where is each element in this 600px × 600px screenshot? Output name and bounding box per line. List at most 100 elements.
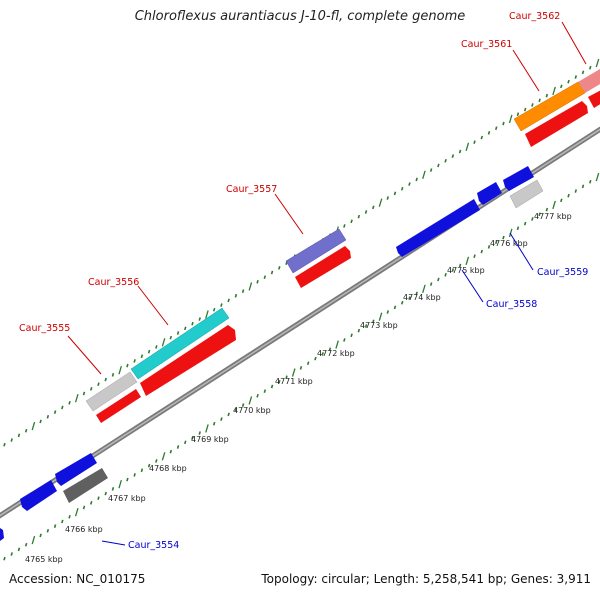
minor-tick [321,352,324,356]
scale-label-4774: 4774 kbp [403,293,441,302]
major-tick [118,480,122,489]
minor-tick [3,556,6,561]
gene-label-caur-3561[interactable]: Caur_3561 [461,39,512,50]
minor-tick [458,263,462,268]
map-title: Chloroflexus aurantiacus J-10-fl, comple… [134,9,466,24]
minor-tick [184,326,187,331]
minor-tick [68,514,71,519]
gene-caur-3562[interactable] [578,66,600,93]
gene-blue-arrow[interactable] [0,528,4,541]
gene-red-arrow[interactable] [588,88,600,108]
minor-tick [560,84,563,89]
gene-light-gray[interactable] [509,179,544,209]
major-tick [508,114,513,124]
major-tick [378,312,383,321]
minor-tick [169,449,173,454]
scale-label-4767: 4767 kbp [108,494,146,503]
minor-tick [176,331,180,335]
minor-tick [364,210,368,214]
scale-label-4769: 4769 kbp [191,435,229,444]
minor-tick [458,149,462,154]
scale-label-4765: 4765 kbp [25,555,63,564]
major-tick [465,142,470,152]
minor-tick [480,135,484,140]
gene-red-arrow[interactable] [140,325,236,396]
minor-tick [97,382,100,387]
major-tick [378,198,383,207]
major-tick [161,452,166,461]
minor-tick [451,154,455,158]
scale-label-4772: 4772 kbp [317,349,355,358]
minor-tick [126,363,129,368]
major-tick [248,282,253,291]
minor-tick [140,468,144,473]
minor-tick [523,107,527,112]
gene-caur-3559[interactable] [503,166,534,191]
minor-tick [53,524,57,528]
gene-label-caur-3562[interactable]: Caur_3562 [509,11,560,22]
minor-tick [24,428,28,433]
minor-tick [516,112,520,117]
minor-tick [357,214,361,219]
outer-tick-ring [3,58,600,447]
minor-tick [494,240,498,245]
gene-caur-3556[interactable] [130,307,230,380]
scale-label-4771: 4771 kbp [275,377,313,386]
minor-tick [408,296,411,300]
minor-tick [343,338,346,342]
minor-tick [212,307,216,312]
gene-red-arrow[interactable] [96,389,141,423]
minor-tick [198,431,201,435]
minor-tick [68,400,71,405]
gene-label-caur-3555[interactable]: Caur_3555 [19,323,70,334]
minor-tick [61,519,64,524]
minor-tick [429,168,433,172]
minor-tick [523,221,527,226]
minor-tick [256,393,259,398]
gene-caur-3554[interactable] [55,453,97,486]
minor-tick [487,245,491,249]
gene-dark-gray[interactable] [63,468,108,503]
gene-label-caur-3559[interactable]: Caur_3559 [537,267,588,278]
minor-tick [39,533,42,538]
minor-tick [574,189,578,193]
scale-label-4775: 4775 kbp [447,266,485,275]
minor-tick [53,410,57,414]
minor-tick [61,405,64,410]
gene-label-caur-3557[interactable]: Caur_3557 [226,184,277,195]
major-tick [552,86,556,96]
gene-caur-3558[interactable] [396,199,480,257]
minor-tick [256,279,259,284]
minor-tick [581,184,585,189]
gene-caur-3555[interactable] [85,371,138,412]
minor-tick [46,528,50,533]
minor-tick [328,347,332,352]
minor-tick [227,412,230,417]
minor-tick [133,473,136,477]
minor-tick [343,224,346,228]
gene-labels: Caur_3554 Caur_3555 Caur_3556 Caur_3557 … [19,11,588,551]
minor-tick [10,438,13,442]
gene-blue-arrow[interactable] [477,182,502,205]
major-tick [31,421,36,431]
minor-tick [400,186,404,191]
minor-tick [357,328,361,333]
scale-label-4770: 4770 kbp [233,406,271,415]
gene-red-arrow[interactable] [525,101,588,147]
gene-blue-arrow[interactable] [20,480,57,511]
gene-label-caur-3554[interactable]: Caur_3554 [128,540,179,551]
major-tick [291,368,296,377]
gene-red-arrow[interactable] [295,246,351,288]
genome-summary-text: Topology: circular; Length: 5,258,541 bp… [261,572,591,586]
minor-tick [17,433,21,438]
major-tick [248,396,253,405]
gene-label-caur-3558[interactable]: Caur_3558 [486,299,537,310]
gene-caur-3557[interactable] [285,228,347,274]
minor-tick [104,377,107,382]
minor-tick [545,207,549,212]
minor-tick [227,298,230,303]
gene-label-caur-3556[interactable]: Caur_3556 [88,277,139,288]
major-tick [465,256,470,266]
minor-tick [473,254,476,259]
minor-tick [111,373,115,377]
